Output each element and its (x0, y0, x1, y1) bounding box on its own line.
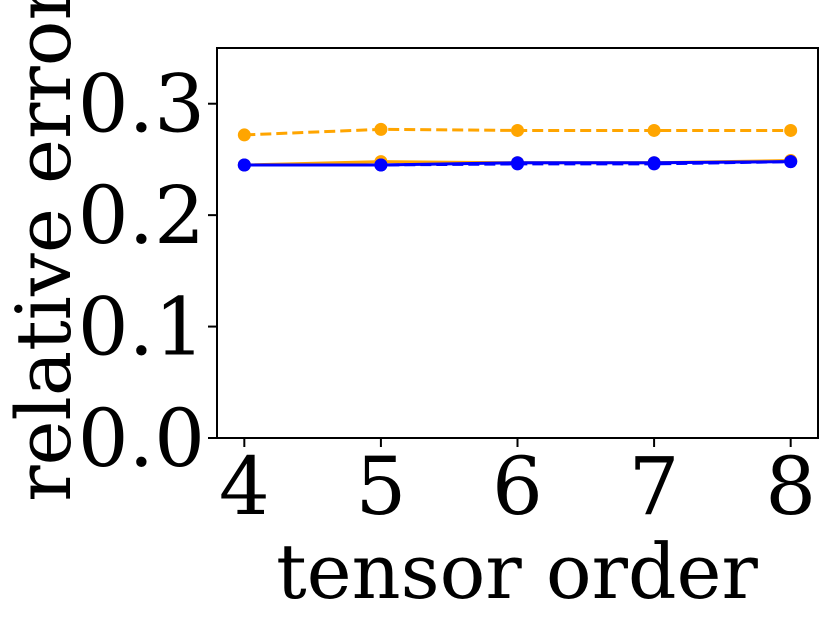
series-4-point (784, 155, 798, 169)
series-1-point (374, 122, 388, 136)
x-tick-label: 6 (492, 440, 543, 533)
y-tick-label: 0.2 (78, 169, 205, 262)
plot-area-frame (216, 47, 819, 439)
x-axis-title: tensor order (276, 527, 758, 616)
series-1-point (647, 123, 661, 137)
x-tick-label: 8 (765, 440, 816, 533)
x-tick-label: 7 (629, 440, 680, 533)
series-4-point (374, 158, 388, 172)
series-layer (237, 122, 798, 172)
series-1-point (784, 123, 798, 137)
series-4-point (647, 156, 661, 170)
y-tick-label: 0.0 (78, 392, 205, 485)
x-tick-label: 5 (355, 440, 406, 533)
y-tick-label: 0.3 (78, 58, 205, 151)
y-axis: 0.0 0.1 0.2 0.3 (78, 58, 217, 485)
series-4-point (237, 158, 251, 172)
series-1-point (237, 128, 251, 142)
series-1-point (511, 123, 524, 137)
y-axis-title: relative error (0, 0, 88, 502)
x-tick-label: 4 (219, 440, 270, 533)
y-tick-label: 0.1 (78, 281, 205, 374)
series-4-point (511, 156, 524, 170)
